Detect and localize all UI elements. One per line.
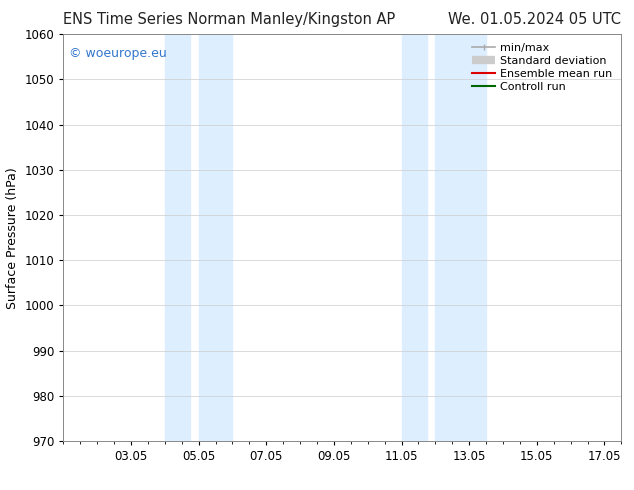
Bar [198, 34, 233, 441]
Legend: min/max, Standard deviation, Ensemble mean run, Controll run: min/max, Standard deviation, Ensemble me… [469, 40, 616, 95]
Bar [401, 34, 427, 441]
Bar [436, 34, 486, 441]
Bar [165, 34, 190, 441]
Text: © woeurope.eu: © woeurope.eu [69, 47, 167, 59]
Text: ENS Time Series Norman Manley/Kingston AP: ENS Time Series Norman Manley/Kingston A… [63, 12, 396, 27]
Text: We. 01.05.2024 05 UTC: We. 01.05.2024 05 UTC [448, 12, 621, 27]
Y-axis label: Surface Pressure (hPa): Surface Pressure (hPa) [6, 167, 19, 309]
